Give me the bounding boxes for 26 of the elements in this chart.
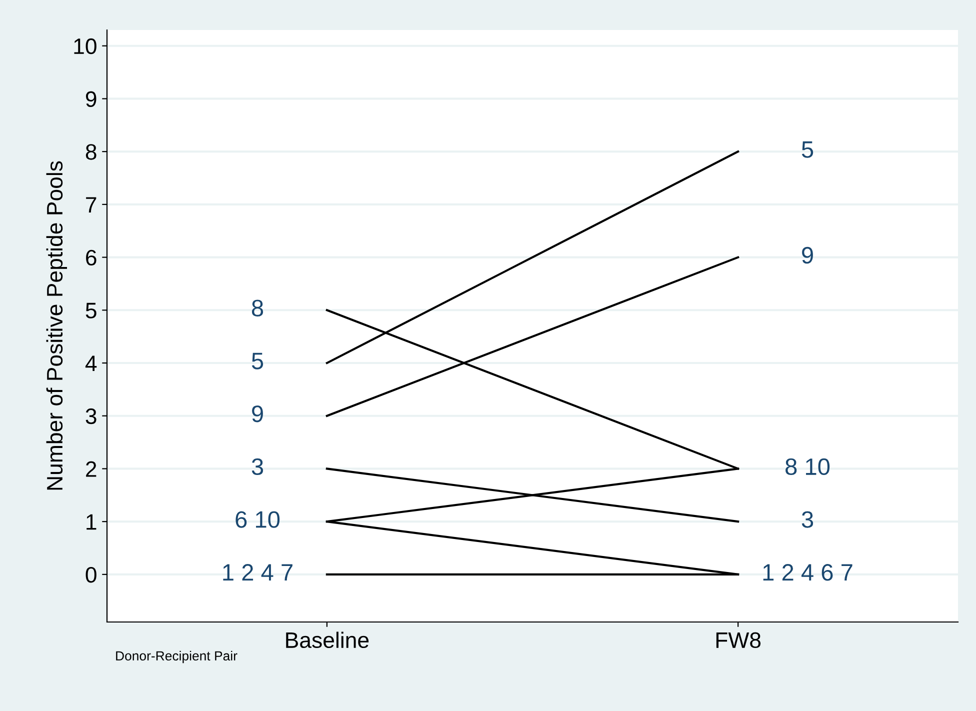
y-tick-label: 7 bbox=[86, 197, 96, 212]
y-tick-label: 10 bbox=[74, 38, 96, 54]
x-tick-label: Baseline bbox=[286, 632, 369, 648]
annotation: 3 bbox=[802, 511, 814, 528]
y-tick-label: 1 bbox=[86, 514, 96, 530]
y-axis-title: Number of Positive Peptide Pools bbox=[46, 161, 68, 490]
annotation: 8 10 bbox=[786, 458, 830, 476]
y-tick-label: 9 bbox=[86, 91, 96, 107]
text: Donor-Recipient Pair bbox=[116, 650, 238, 664]
y-tick-label: 8 bbox=[86, 144, 96, 160]
annotation: 9 bbox=[252, 405, 263, 422]
x-tick-label: FW8 bbox=[716, 632, 761, 648]
annotation: 1 2 4 6 7 bbox=[763, 564, 852, 581]
y-tick-label: 0 bbox=[86, 566, 96, 583]
y-tick-label: 2 bbox=[86, 461, 96, 477]
y-tick-label: 3 bbox=[86, 408, 96, 424]
annotation: 8 bbox=[252, 300, 264, 316]
annotation: 3 bbox=[252, 458, 264, 476]
annotation: 5 bbox=[252, 352, 264, 370]
y-tick-label: 5 bbox=[86, 302, 96, 318]
annotation: 1 2 4 7 bbox=[223, 564, 292, 581]
annotation: 9 bbox=[802, 246, 813, 264]
y-tick-label: 4 bbox=[85, 356, 97, 372]
annotation: 6 10 bbox=[236, 511, 280, 528]
y-tick-label: 6 bbox=[86, 250, 96, 266]
annotation: 5 bbox=[802, 141, 814, 158]
